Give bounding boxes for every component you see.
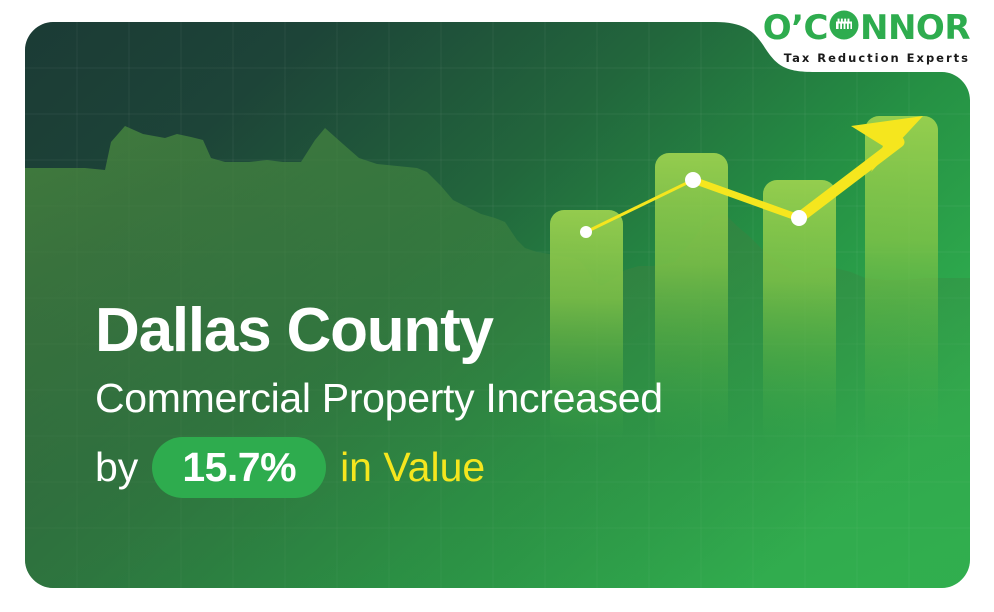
trend-marker-1 <box>580 226 592 238</box>
bar-3 <box>763 180 836 445</box>
headline-stat-line: by 15.7% in Value <box>95 437 885 498</box>
bar-series <box>550 116 938 445</box>
trend-arrow-head <box>851 116 923 172</box>
status-badge: 15.7% <box>152 437 327 498</box>
headline-block: Dallas County Commercial Property Increa… <box>95 300 885 498</box>
brand-nnor: NNOR <box>860 8 971 48</box>
page-title: Dallas County <box>95 296 494 365</box>
brand-logo[interactable]: O ’ C NNOR Tax Reduction Expert <box>762 8 971 65</box>
headline-subtitle: Commercial Property Increased <box>95 375 663 421</box>
brand-o: O <box>762 8 792 48</box>
trend-marker-3 <box>791 210 807 226</box>
building-in-circle-icon <box>829 10 859 46</box>
background-area-chart <box>25 126 970 588</box>
brand-tagline: Tax Reduction Experts <box>783 51 970 65</box>
bar-2 <box>655 153 728 445</box>
brand-apostrophe: ’ <box>791 8 804 48</box>
brand-wordmark: O ’ C NNOR <box>762 8 971 48</box>
brand-c: C <box>803 8 829 48</box>
graphic-card <box>25 22 970 588</box>
headline-by-word: by <box>95 444 139 490</box>
headline-tail-words: in Value <box>340 444 486 490</box>
bar-1 <box>550 210 623 445</box>
trend-line <box>580 116 923 238</box>
bar-4 <box>865 116 938 445</box>
trend-marker-2 <box>685 172 701 188</box>
card-artwork <box>25 22 970 588</box>
